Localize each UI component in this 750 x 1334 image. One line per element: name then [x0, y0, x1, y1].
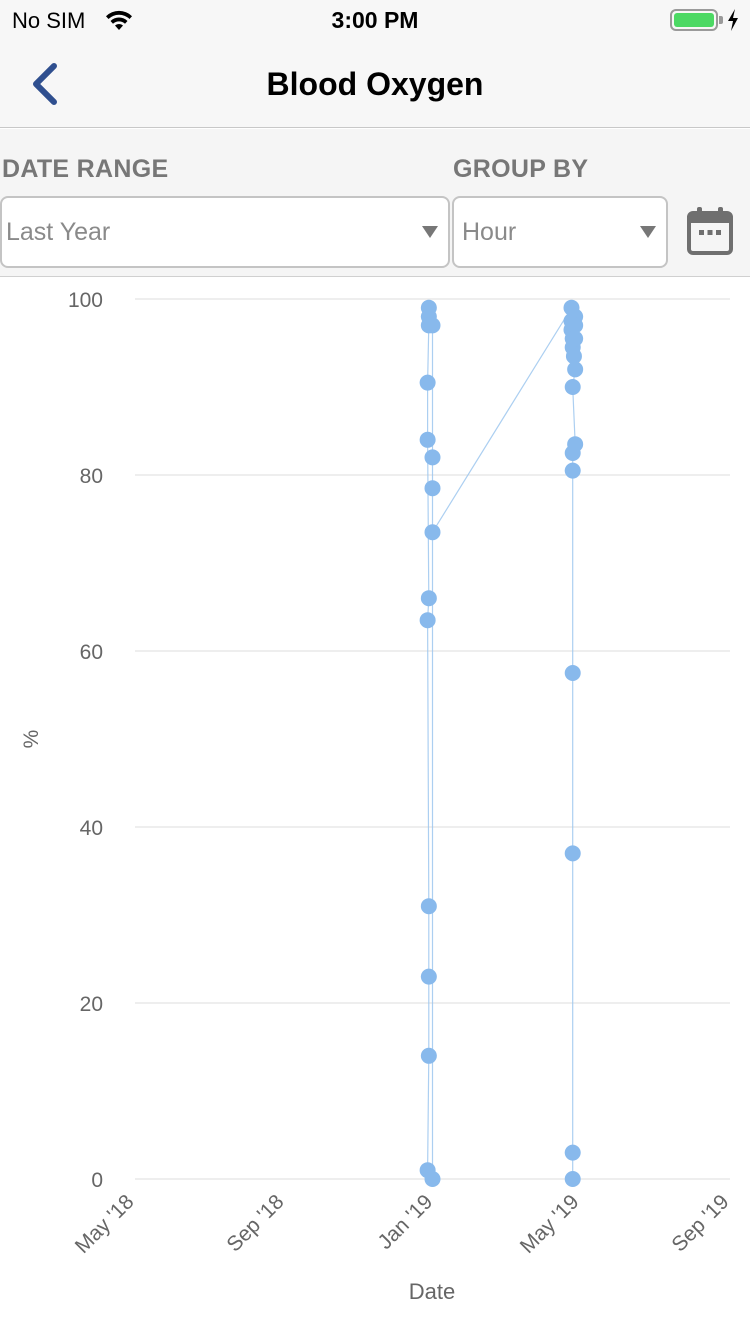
charging-bolt-icon — [728, 9, 738, 31]
data-point — [419, 374, 436, 391]
group-by-label: GROUP BY — [453, 155, 589, 183]
data-point — [564, 1171, 581, 1187]
data-point — [564, 445, 581, 461]
filter-panel: DATE RANGE GROUP BY Last Year Hour — [0, 129, 750, 277]
carrier-label: No SIM — [12, 8, 86, 33]
x-tick-label: Sep '18 — [222, 1190, 288, 1256]
data-point — [565, 348, 582, 365]
y-tick-label: 60 — [80, 641, 103, 664]
y-tick-label: 100 — [68, 289, 103, 312]
data-point — [420, 968, 437, 985]
navigation-bar: Blood Oxygen — [0, 40, 750, 128]
date-range-select[interactable]: Last Year — [0, 196, 450, 268]
x-tick-label: May '19 — [516, 1190, 584, 1258]
data-point — [564, 665, 581, 681]
battery-level — [674, 13, 714, 27]
group-by-value: Hour — [462, 218, 517, 246]
data-point — [564, 1144, 581, 1161]
data-point — [424, 1171, 441, 1187]
group-by-select[interactable]: Hour — [452, 196, 668, 268]
data-point — [424, 449, 441, 466]
battery-tip — [719, 16, 723, 24]
date-range-label: DATE RANGE — [2, 155, 169, 183]
data-point — [564, 845, 581, 862]
x-tick-label: Jan '19 — [374, 1190, 438, 1254]
chart-canvas: 0 20 40 60 80 100 May '18 Sep '18 Jan '19 May '19… — [20, 289, 734, 1304]
wifi-icon — [106, 10, 132, 30]
back-button[interactable] — [24, 60, 68, 108]
caret-down-icon — [422, 226, 438, 238]
x-tick-label: May '18 — [71, 1190, 139, 1258]
y-tick-label: 40 — [80, 817, 103, 840]
calendar-icon — [687, 207, 733, 255]
data-point — [424, 317, 441, 334]
calendar-button[interactable] — [686, 206, 734, 256]
y-axis-title: % — [20, 730, 43, 749]
date-range-value: Last Year — [6, 218, 111, 246]
blood-oxygen-chart: 0 20 40 60 80 100 May '18 Sep '18 Jan '19 May '19… — [0, 278, 750, 1334]
data-point — [419, 431, 436, 448]
data-point — [420, 590, 437, 607]
x-tick-label: Sep '19 — [667, 1190, 733, 1256]
data-point — [424, 524, 441, 541]
data-point — [419, 612, 436, 629]
chevron-left-icon — [33, 63, 57, 105]
series-line — [426, 305, 576, 1182]
data-point — [567, 317, 584, 334]
data-point — [567, 361, 584, 378]
y-tick-label: 20 — [80, 993, 103, 1016]
status-time: 3:00 PM — [331, 7, 419, 33]
data-point — [420, 898, 437, 915]
data-point — [424, 480, 441, 497]
page-title: Blood Oxygen — [266, 66, 484, 102]
y-tick-label: 0 — [91, 1169, 103, 1192]
battery-icon — [670, 9, 718, 31]
data-point — [567, 330, 584, 347]
caret-down-icon — [640, 226, 656, 238]
y-tick-label: 80 — [80, 465, 103, 488]
data-point — [564, 379, 581, 395]
data-point — [564, 462, 581, 479]
status-bar: No SIM 3:00 PM — [0, 0, 750, 40]
x-axis-title: Date — [409, 1279, 455, 1304]
data-point — [420, 1047, 437, 1064]
